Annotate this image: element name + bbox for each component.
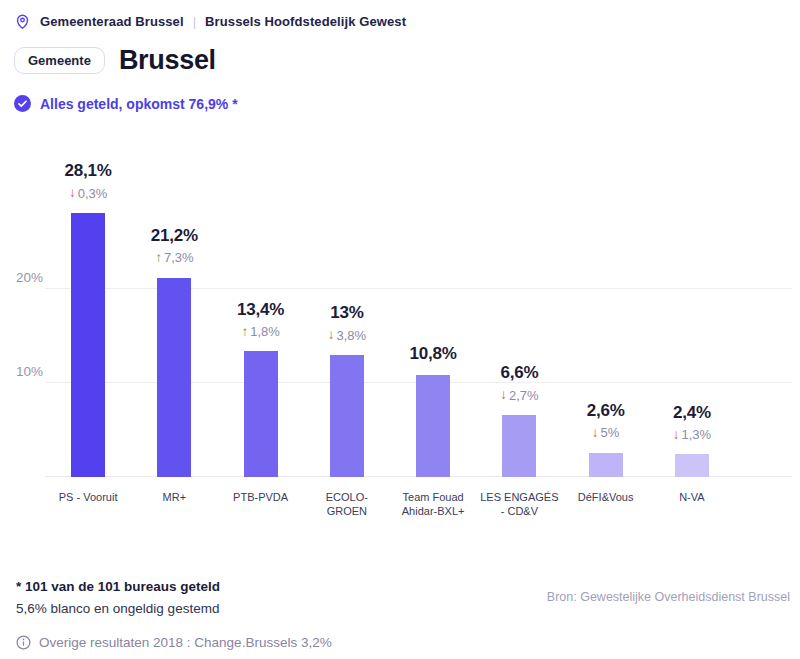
change-label: ↓1,3% (673, 428, 711, 442)
change-label: ↑7,3% (155, 251, 193, 265)
info-icon (16, 635, 31, 650)
y-tick-label: 10% (16, 365, 43, 379)
page-title: Brussel (119, 45, 216, 76)
change-value: 1,3% (681, 428, 711, 441)
x-axis-label-ptb-pvda: PTB-PVDA (218, 490, 304, 519)
value-label: 21,2% (151, 227, 198, 244)
bar-columns: 28,1%↓0,3%21,2%↑7,3%13,4%↑1,8%13%↓3,8%10… (45, 147, 735, 477)
results-page: Gemeenteraad Brussel | Brussels Hoofdste… (0, 0, 800, 659)
source-credit: Bron: Gewestelijke Overheidsdienst Bruss… (547, 590, 790, 604)
location-pin-icon (14, 13, 31, 30)
bar-mr (157, 278, 191, 477)
arrow-down-icon: ↓ (328, 328, 335, 342)
change-label: ↓3,8% (328, 328, 366, 342)
bar-d-fi-vous (589, 453, 623, 477)
bar-les-engag-s-cd-v (502, 415, 536, 477)
change-value: 0,3% (78, 187, 108, 200)
other-results-row: Overige resultaten 2018 : Change.Brussel… (16, 635, 800, 650)
arrow-down-icon: ↓ (673, 428, 680, 442)
change-value: 7,3% (164, 251, 194, 264)
x-axis-label-les-engag-s-cd-v: LES ENGAGÉS - CD&V (476, 490, 562, 519)
change-label: ↓5% (592, 426, 620, 440)
breadcrumb-region[interactable]: Brussels Hoofdstedelijk Gewest (205, 14, 406, 29)
value-label: 2,6% (587, 402, 625, 419)
change-label: ↓2,7% (500, 388, 538, 402)
change-label: ↑1,8% (241, 325, 279, 339)
change-value: 1,8% (250, 325, 280, 338)
party-column-ecolo-groen: 13% ↓3,8% (304, 147, 390, 477)
arrow-down-icon: ↓ (592, 426, 599, 440)
value-label: 13,4% (237, 301, 284, 318)
party-column-n-va: 2,4% ↓1,3% (649, 147, 735, 477)
party-column-ps-vooruit: 28,1% ↓0,3% (45, 147, 131, 477)
count-status-text: Alles geteld, opkomst 76,9% * (40, 96, 238, 112)
results-bar-chart: 10%20%28,1%↓0,3%21,2%↑7,3%13,4%↑1,8%13%↓… (0, 147, 800, 519)
x-axis-labels: PS - VooruitMR+PTB-PVDAECOLO-GROENTeam F… (45, 490, 735, 519)
arrow-up-icon: ↑ (155, 251, 162, 265)
change-value: 2,7% (509, 389, 539, 402)
change-label: ↓0,3% (69, 186, 107, 200)
party-column-ptb-pvda: 13,4% ↑1,8% (218, 147, 304, 477)
party-column-les-engag-s-cd-v: 6,6% ↓2,7% (476, 147, 562, 477)
footnote-blanco: 5,6% blanco en ongeldig gestemd (16, 601, 220, 616)
check-circle-icon (14, 95, 31, 112)
bar-ptb-pvda (244, 351, 278, 477)
value-label: 13% (330, 304, 363, 321)
x-axis-label-n-va: N-VA (649, 490, 735, 519)
x-axis-label-d-fi-vous: DéFI&Vous (563, 490, 649, 519)
value-label: 6,6% (500, 364, 538, 381)
bar-team-fouad-ahidar-bxl (416, 375, 450, 477)
x-axis-label-ps-vooruit: PS - Vooruit (45, 490, 131, 519)
other-results-text: Overige resultaten 2018 : Change.Brussel… (39, 635, 332, 650)
change-value: 5% (601, 426, 620, 439)
arrow-up-icon: ↑ (241, 325, 248, 339)
x-axis-label-team-fouad-ahidar-bxl: Team Fouad Ahidar-BXL+ (390, 490, 476, 519)
breadcrumb-separator: | (193, 14, 196, 29)
footnotes: * 101 van de 101 bureaus geteld 5,6% bla… (16, 579, 220, 616)
footnote-bureaus: * 101 van de 101 bureaus geteld (16, 579, 220, 594)
bar-ecolo-groen (330, 355, 364, 477)
bar-n-va (675, 454, 709, 477)
arrow-down-icon: ↓ (69, 186, 76, 200)
bar-ps-vooruit (71, 213, 105, 477)
value-label: 28,1% (65, 162, 112, 179)
change-value: 3,8% (336, 329, 366, 342)
y-tick-label: 20% (16, 271, 43, 285)
footer: * 101 van de 101 bureaus geteld 5,6% bla… (0, 579, 800, 650)
arrow-down-icon: ↓ (500, 388, 507, 402)
party-column-d-fi-vous: 2,6% ↓5% (563, 147, 649, 477)
breadcrumb-municipality[interactable]: Gemeenteraad Brussel (40, 14, 184, 29)
party-column-team-fouad-ahidar-bxl: 10,8% (390, 147, 476, 477)
plot-area: 10%20%28,1%↓0,3%21,2%↑7,3%13,4%↑1,8%13%↓… (0, 147, 800, 477)
entity-type-badge: Gemeente (14, 47, 105, 74)
breadcrumb: Gemeenteraad Brussel | Brussels Hoofdste… (0, 0, 800, 30)
value-label: 10,8% (410, 345, 457, 362)
value-label: 2,4% (673, 404, 711, 421)
count-status-row: Alles geteld, opkomst 76,9% * (14, 95, 800, 112)
x-axis-label-mr: MR+ (131, 490, 217, 519)
party-column-mr: 21,2% ↑7,3% (131, 147, 217, 477)
x-axis-label-ecolo-groen: ECOLO-GROEN (304, 490, 390, 519)
title-row: Gemeente Brussel (14, 45, 800, 76)
